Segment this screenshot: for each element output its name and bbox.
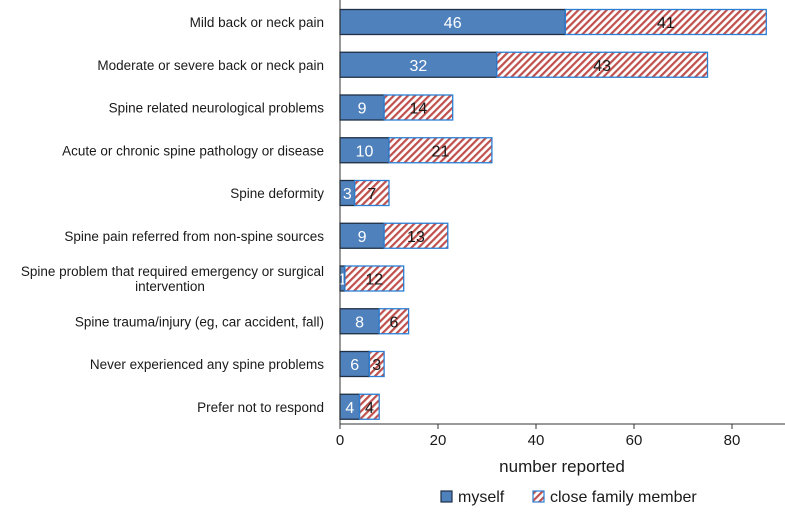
bar-myself <box>339 94 385 121</box>
category-label: Spine problem that required emergency or… <box>21 264 324 279</box>
data-label: 12 <box>365 272 383 289</box>
data-label: 4 <box>345 400 354 417</box>
category-label: Spine related neurological problems <box>109 101 325 116</box>
x-tick-label: 40 <box>528 432 545 449</box>
x-tick-label: 60 <box>626 432 643 449</box>
data-label: 4 <box>365 400 374 417</box>
data-label: 8 <box>355 314 364 331</box>
bar-close-family-member <box>496 51 709 78</box>
bar-close-family-member <box>383 222 449 249</box>
legend-label: myself <box>458 489 505 506</box>
data-label: 6 <box>389 314 398 331</box>
category-label: Mild back or neck pain <box>190 15 324 30</box>
x-tick-label: 0 <box>336 432 344 449</box>
bar-close-family-member <box>344 265 405 292</box>
category-label: intervention <box>135 279 205 294</box>
data-label: 3 <box>343 186 352 203</box>
data-label: 13 <box>407 229 425 246</box>
x-tick-label: 80 <box>724 432 741 449</box>
x-axis-title: number reported <box>499 457 625 476</box>
category-label: Acute or chronic spine pathology or dise… <box>62 143 324 158</box>
bar-close-family-member <box>383 94 454 121</box>
bar-close-family-member <box>358 393 380 420</box>
data-label: 7 <box>367 186 376 203</box>
category-label: Never experienced any spine problems <box>90 357 324 372</box>
data-label: 9 <box>358 229 367 246</box>
data-label: 46 <box>444 15 462 32</box>
data-label: 32 <box>410 58 428 75</box>
bar-close-family-member <box>388 137 493 164</box>
bar-myself <box>339 137 390 164</box>
data-label: 10 <box>356 143 374 160</box>
data-label: 9 <box>358 101 367 118</box>
data-label: 14 <box>410 101 428 118</box>
data-label: 21 <box>432 143 450 160</box>
category-label: Spine pain referred from non-spine sourc… <box>64 229 324 244</box>
x-tick-label: 20 <box>430 432 447 449</box>
legend-label: close family member <box>550 489 697 506</box>
data-label: 3 <box>372 357 381 374</box>
data-label: 43 <box>593 58 611 75</box>
bar-close-family-member <box>564 8 767 36</box>
bar-close-family-member <box>368 350 385 378</box>
category-label: Spine trauma/injury (eg, car accident, f… <box>75 314 324 329</box>
bar-close-family-member <box>378 308 410 335</box>
legend-swatch-close-family-member <box>532 490 545 503</box>
category-label: Moderate or severe back or neck pain <box>97 58 324 73</box>
bar-close-family-member <box>354 179 390 207</box>
data-label: 6 <box>350 357 359 374</box>
data-label: 1 <box>338 272 347 289</box>
legend-swatch-myself <box>440 490 453 503</box>
category-label: Prefer not to respond <box>197 400 324 415</box>
category-label: Spine deformity <box>230 186 324 201</box>
data-label: 41 <box>657 15 675 32</box>
bar-myself <box>339 51 498 78</box>
